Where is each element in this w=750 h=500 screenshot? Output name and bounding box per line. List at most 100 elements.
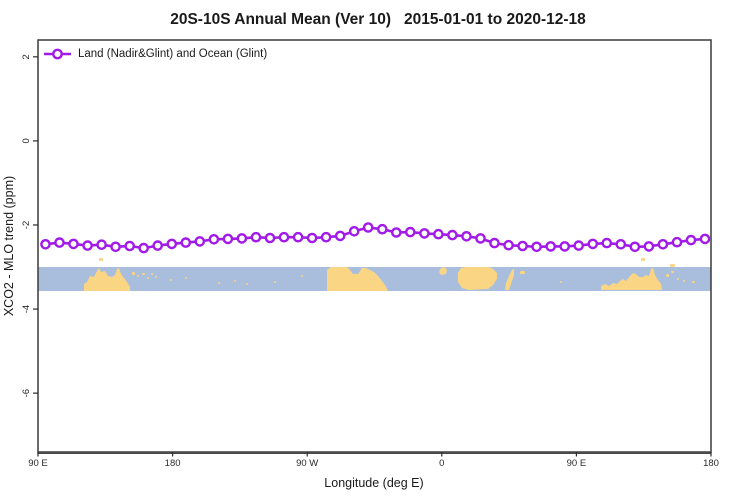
- land-patch: [84, 268, 130, 291]
- data-point-marker: [334, 230, 346, 242]
- data-point-marker: [433, 228, 444, 240]
- data-point-marker: [517, 240, 528, 252]
- data-point-marker: [82, 240, 93, 251]
- data-point-marker: [348, 225, 360, 237]
- land-islet: [147, 277, 149, 279]
- data-point-marker: [447, 229, 458, 241]
- data-point-marker: [657, 238, 669, 250]
- data-point-marker: [362, 222, 374, 233]
- x-tick-label: 180: [703, 458, 719, 469]
- data-point-marker: [166, 238, 178, 250]
- land-islet: [246, 283, 248, 285]
- data-point-marker: [685, 234, 697, 246]
- legend-label: Land (Nadir&Glint) and Ocean (Glint): [78, 48, 267, 60]
- data-point-marker: [643, 241, 655, 252]
- x-tick-label: 0: [439, 458, 444, 469]
- data-point-marker: [419, 228, 430, 239]
- data-point-marker: [222, 233, 234, 245]
- land-islet: [677, 278, 679, 280]
- land-islet: [301, 275, 303, 277]
- land-islet: [151, 273, 153, 275]
- data-point-marker: [320, 231, 332, 243]
- data-point-marker: [559, 241, 571, 252]
- land-islet: [666, 274, 669, 277]
- data-point-marker: [404, 226, 416, 238]
- data-point-marker: [292, 231, 304, 243]
- data-point-marker: [40, 238, 51, 250]
- data-point-marker: [503, 239, 514, 251]
- data-point-marker: [601, 237, 613, 249]
- land-patch: [327, 267, 388, 291]
- data-point-marker: [489, 237, 500, 249]
- data-point-marker: [531, 241, 542, 253]
- land-islet: [185, 277, 187, 279]
- land-islet: [142, 273, 145, 275]
- y-tick-label: -4: [21, 305, 32, 313]
- data-point-marker: [208, 233, 220, 245]
- y-tick-label: 2: [21, 54, 32, 59]
- data-point-marker: [124, 240, 135, 252]
- data-point-marker: [461, 230, 472, 242]
- data-point-marker: [545, 241, 557, 252]
- data-point-marker: [110, 241, 121, 253]
- data-point-marker: [475, 233, 486, 244]
- plot-frame: [37, 39, 712, 454]
- x-axis-ticks: 90 E 180 90 W 0 90 E 180: [28, 452, 719, 469]
- data-point-marker: [194, 236, 206, 247]
- data-point-marker: [573, 240, 585, 251]
- data-point-marker: [376, 223, 388, 235]
- data-point-marker: [250, 231, 262, 243]
- x-axis-title: Longitude (deg E): [324, 476, 423, 490]
- data-point-marker: [68, 238, 79, 250]
- land-patch: [458, 267, 497, 290]
- land-islet: [170, 279, 172, 281]
- legend-sample-marker: [52, 48, 63, 60]
- land-islet: [99, 258, 103, 261]
- data-point-marker: [699, 233, 711, 245]
- land-patch: [439, 267, 447, 275]
- land-islet: [218, 282, 220, 284]
- land-islet: [274, 281, 276, 283]
- land-islet: [520, 271, 525, 274]
- data-point-marker: [671, 236, 683, 248]
- legend: Land (Nadir&Glint) and Ocean (Glint): [44, 48, 267, 60]
- land-patch: [505, 269, 514, 290]
- land-islet: [137, 275, 139, 277]
- series-line: [40, 222, 711, 254]
- land-islet: [641, 258, 645, 261]
- data-point-marker: [306, 232, 318, 244]
- land-islet: [132, 272, 135, 275]
- data-point-marker: [236, 233, 248, 244]
- data-point-marker: [629, 241, 641, 253]
- data-point-marker: [152, 240, 163, 251]
- land-islet: [692, 281, 695, 283]
- land-islet: [155, 276, 157, 278]
- y-tick-label: -2: [21, 221, 32, 229]
- land-shapes: [84, 258, 695, 291]
- x-tick-label: 90 E: [28, 458, 48, 469]
- land-islet: [670, 264, 675, 267]
- land-islet: [560, 281, 562, 283]
- y-axis-title: XCO2 - MLO trend (ppm): [2, 176, 16, 316]
- data-point-marker: [138, 242, 149, 254]
- x-tick-label: 90 E: [567, 458, 587, 469]
- land-islet: [671, 271, 674, 273]
- chart-title: 20S-10S Annual Mean (Ver 10) 2015-01-01 …: [170, 11, 586, 28]
- x-tick-label: 180: [165, 458, 181, 469]
- data-point-marker: [278, 231, 290, 243]
- data-point-marker: [180, 237, 192, 248]
- data-point-marker: [54, 237, 65, 248]
- data-point-marker: [615, 238, 627, 250]
- land-islet: [683, 280, 685, 282]
- land-islet: [234, 280, 236, 282]
- y-tick-label: 0: [21, 138, 32, 143]
- data-point-marker: [264, 232, 276, 244]
- x-tick-label: 90 W: [296, 458, 318, 469]
- land-patch: [601, 268, 662, 290]
- data-point-marker: [96, 239, 107, 250]
- data-point-marker: [587, 238, 599, 250]
- data-point-marker: [390, 227, 402, 238]
- y-tick-label: -6: [21, 389, 32, 397]
